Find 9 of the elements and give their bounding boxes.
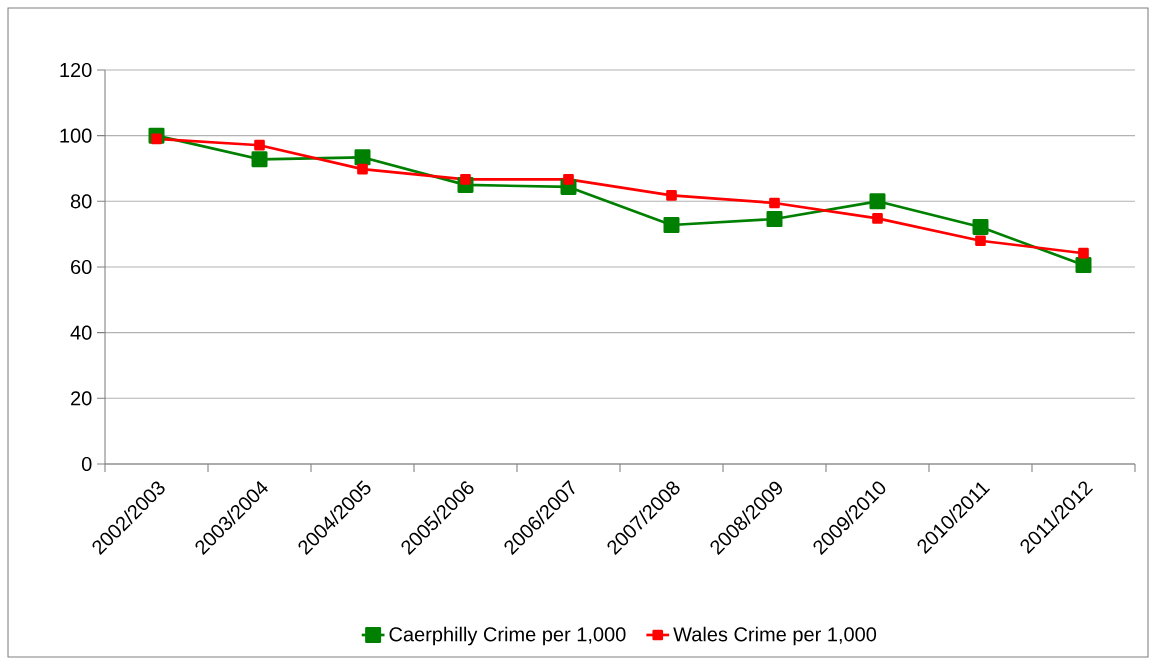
y-tick-label: 100: [60, 128, 92, 143]
y-tick-label: 0: [81, 456, 92, 472]
y-tick-label: 60: [71, 259, 92, 275]
legend-label: Wales Crime per 1,000: [673, 626, 877, 646]
y-tick-label: 120: [60, 62, 92, 78]
y-tick-label: 40: [70, 325, 92, 340]
y-tick-label: 20: [71, 391, 92, 406]
legend-label: Caerphilly Crime per 1,000: [389, 626, 626, 646]
y-tick-label: 80: [70, 194, 92, 209]
